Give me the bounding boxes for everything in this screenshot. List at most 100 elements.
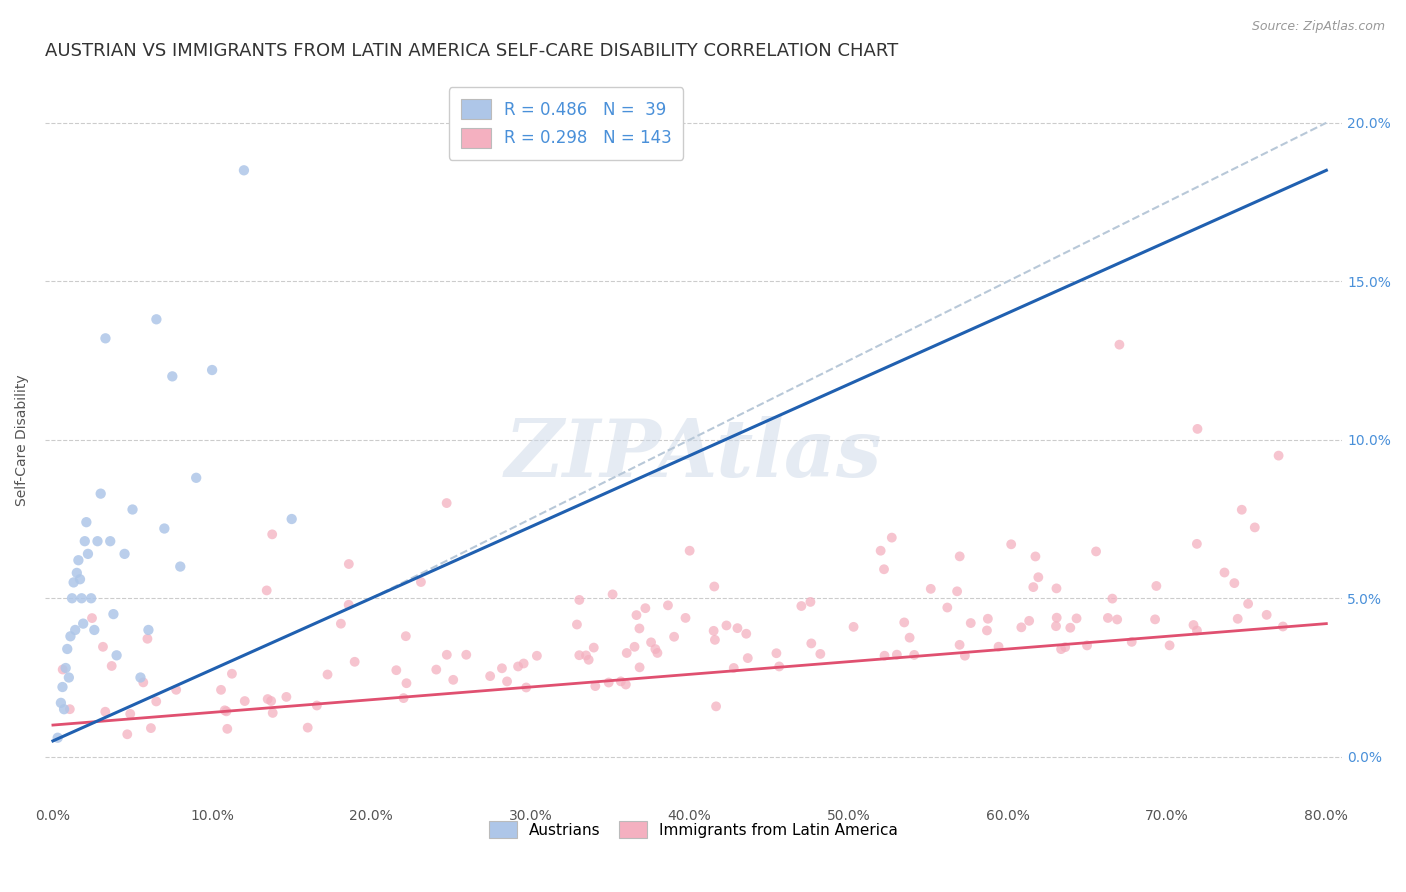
- Point: [623, 640, 645, 654]
- Point: [58, 671, 80, 685]
- Point: [598, 675, 620, 690]
- Point: [725, 621, 748, 635]
- Point: [80, 591, 103, 606]
- Text: Source: ZipAtlas.com: Source: ZipAtlas.com: [1251, 20, 1385, 33]
- Point: [949, 638, 972, 652]
- Point: [114, 547, 136, 561]
- Point: [1018, 614, 1040, 628]
- Point: [628, 660, 651, 674]
- Point: [949, 549, 972, 564]
- Point: [808, 647, 831, 661]
- Point: [1026, 570, 1049, 584]
- Point: [395, 676, 418, 690]
- Point: [409, 574, 432, 589]
- Text: ZIPAtlas: ZIPAtlas: [505, 416, 883, 493]
- Point: [662, 630, 685, 644]
- Point: [73, 534, 96, 549]
- Point: [479, 669, 502, 683]
- Point: [898, 631, 921, 645]
- Point: [920, 582, 942, 596]
- Point: [66, 566, 89, 580]
- Point: [72, 616, 94, 631]
- Point: [703, 580, 725, 594]
- Point: [98, 534, 121, 549]
- Point: [51, 680, 73, 694]
- Point: [1107, 613, 1129, 627]
- Point: [186, 471, 208, 485]
- Point: [1223, 576, 1246, 591]
- Point: [221, 666, 243, 681]
- Point: [75, 515, 97, 529]
- Point: [280, 512, 302, 526]
- Point: [496, 674, 519, 689]
- Point: [305, 698, 328, 713]
- Point: [869, 543, 891, 558]
- Point: [94, 705, 117, 719]
- Point: [1213, 566, 1236, 580]
- Point: [136, 632, 159, 646]
- Point: [441, 673, 464, 687]
- Point: [1271, 619, 1294, 633]
- Point: [1121, 635, 1143, 649]
- Point: [215, 704, 238, 718]
- Point: [62, 575, 84, 590]
- Point: [644, 642, 666, 657]
- Point: [1054, 640, 1077, 655]
- Point: [1076, 639, 1098, 653]
- Point: [425, 663, 447, 677]
- Point: [1101, 591, 1123, 606]
- Point: [145, 312, 167, 326]
- Point: [201, 363, 224, 377]
- Point: [1066, 611, 1088, 625]
- Point: [69, 572, 91, 586]
- Point: [704, 699, 727, 714]
- Point: [491, 661, 513, 675]
- Point: [59, 702, 82, 716]
- Point: [392, 691, 415, 706]
- Point: [80, 611, 103, 625]
- Legend: Austrians, Immigrants from Latin America: Austrians, Immigrants from Latin America: [484, 815, 904, 844]
- Point: [1226, 612, 1249, 626]
- Point: [716, 618, 738, 632]
- Point: [56, 642, 79, 657]
- Point: [139, 721, 162, 735]
- Point: [329, 616, 352, 631]
- Point: [1237, 597, 1260, 611]
- Point: [987, 640, 1010, 654]
- Point: [610, 674, 633, 689]
- Point: [506, 659, 529, 673]
- Point: [1144, 612, 1167, 626]
- Point: [1085, 544, 1108, 558]
- Point: [63, 623, 86, 637]
- Point: [162, 369, 184, 384]
- Point: [723, 661, 745, 675]
- Point: [214, 703, 236, 717]
- Point: [260, 694, 283, 708]
- Point: [873, 648, 896, 663]
- Point: [946, 584, 969, 599]
- Point: [46, 731, 69, 745]
- Point: [1108, 337, 1130, 351]
- Point: [1230, 502, 1253, 516]
- Point: [117, 727, 139, 741]
- Text: AUSTRIAN VS IMMIGRANTS FROM LATIN AMERICA SELF-CARE DISABILITY CORRELATION CHART: AUSTRIAN VS IMMIGRANTS FROM LATIN AMERIC…: [45, 42, 898, 60]
- Point: [880, 531, 903, 545]
- Point: [67, 553, 90, 567]
- Point: [512, 657, 534, 671]
- Point: [626, 608, 648, 623]
- Point: [703, 624, 725, 638]
- Point: [977, 612, 1000, 626]
- Point: [1144, 579, 1167, 593]
- Point: [568, 593, 591, 607]
- Point: [768, 659, 790, 673]
- Point: [94, 331, 117, 345]
- Point: [647, 646, 669, 660]
- Point: [256, 583, 278, 598]
- Point: [138, 623, 160, 637]
- Point: [165, 682, 187, 697]
- Point: [526, 648, 548, 663]
- Point: [735, 626, 758, 640]
- Point: [77, 547, 100, 561]
- Point: [953, 648, 976, 663]
- Point: [83, 623, 105, 637]
